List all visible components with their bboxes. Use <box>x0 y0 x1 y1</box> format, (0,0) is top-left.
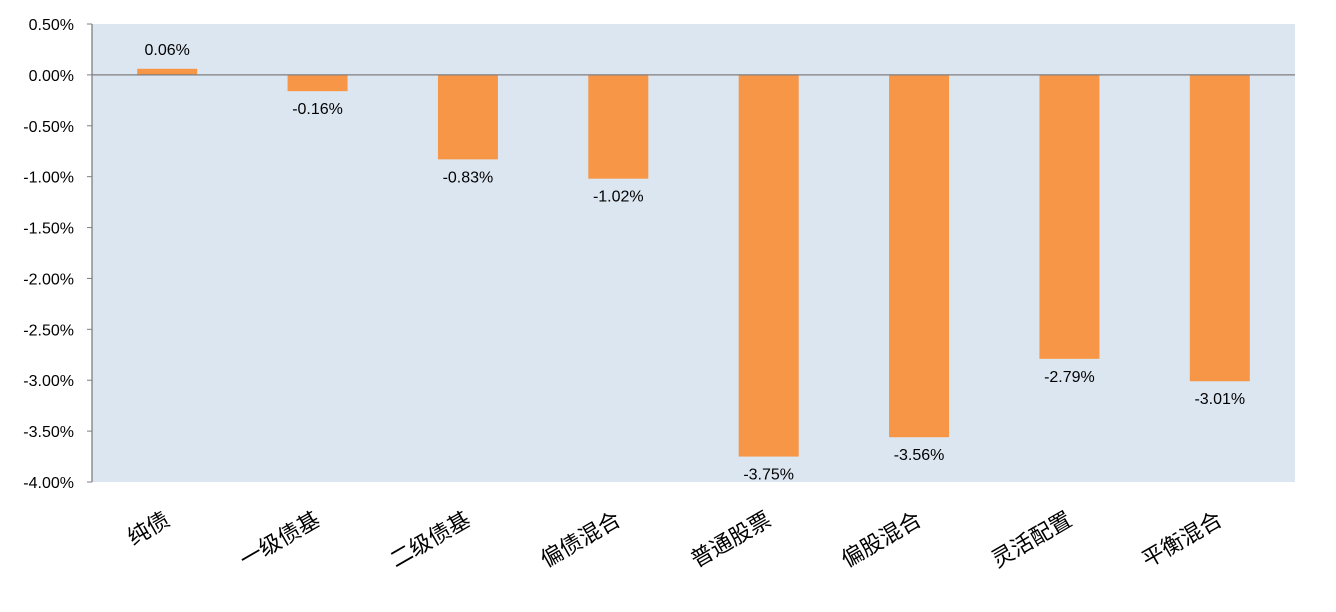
data-label: -3.01% <box>1194 391 1245 408</box>
y-tick-label: -2.00% <box>23 271 74 288</box>
bar <box>437 74 498 160</box>
y-tick-label: 0.50% <box>29 17 74 34</box>
x-category-label: 纯债 <box>124 508 175 552</box>
bar <box>889 74 950 438</box>
y-axis-ticks: 0.50% 0.00% -0.50% -1.00% -1.50% -2.00% -2.50%… <box>23 17 92 492</box>
data-label: -2.79% <box>1044 369 1095 386</box>
y-tick-label: -1.50% <box>23 221 74 238</box>
x-category-label: 二级债基 <box>386 508 475 574</box>
x-category-label: 偏股混合 <box>837 508 926 574</box>
data-label: -0.83% <box>443 169 494 186</box>
x-category-label: 偏债混合 <box>537 508 626 574</box>
data-labels-group: 0.06% -0.16% -0.83% -1.02% -3.75% -3.56% -2.79… <box>145 42 1246 484</box>
bars-group <box>137 68 1250 457</box>
plot-area <box>92 24 1295 482</box>
bar <box>137 68 198 75</box>
bar <box>738 74 799 457</box>
x-category-label: 一级债基 <box>236 508 325 574</box>
data-label: -1.02% <box>593 189 644 206</box>
x-category-label: 平衡混合 <box>1138 508 1227 574</box>
x-category-label: 灵活配置 <box>988 508 1077 574</box>
data-label: -3.56% <box>894 447 945 464</box>
bar <box>1039 74 1100 359</box>
y-tick-label: 0.00% <box>29 68 74 85</box>
data-label: -3.75% <box>743 467 794 484</box>
y-tick-label: -0.50% <box>23 119 74 136</box>
y-tick-label: -2.50% <box>23 322 74 339</box>
bar <box>588 74 649 179</box>
y-tick-label: -1.00% <box>23 170 74 187</box>
category-labels-group: 纯债 一级债基 二级债基 偏债混合 普通股票 偏股混合 灵活配置 平衡混合 <box>124 508 1227 574</box>
bar <box>1189 74 1250 382</box>
bar <box>287 74 348 92</box>
data-label: 0.06% <box>145 42 190 59</box>
data-label: -0.16% <box>292 101 343 118</box>
y-tick-label: -4.00% <box>23 475 74 492</box>
y-tick-label: -3.50% <box>23 424 74 441</box>
y-tick-label: -3.00% <box>23 373 74 390</box>
x-category-label: 普通股票 <box>687 508 776 574</box>
